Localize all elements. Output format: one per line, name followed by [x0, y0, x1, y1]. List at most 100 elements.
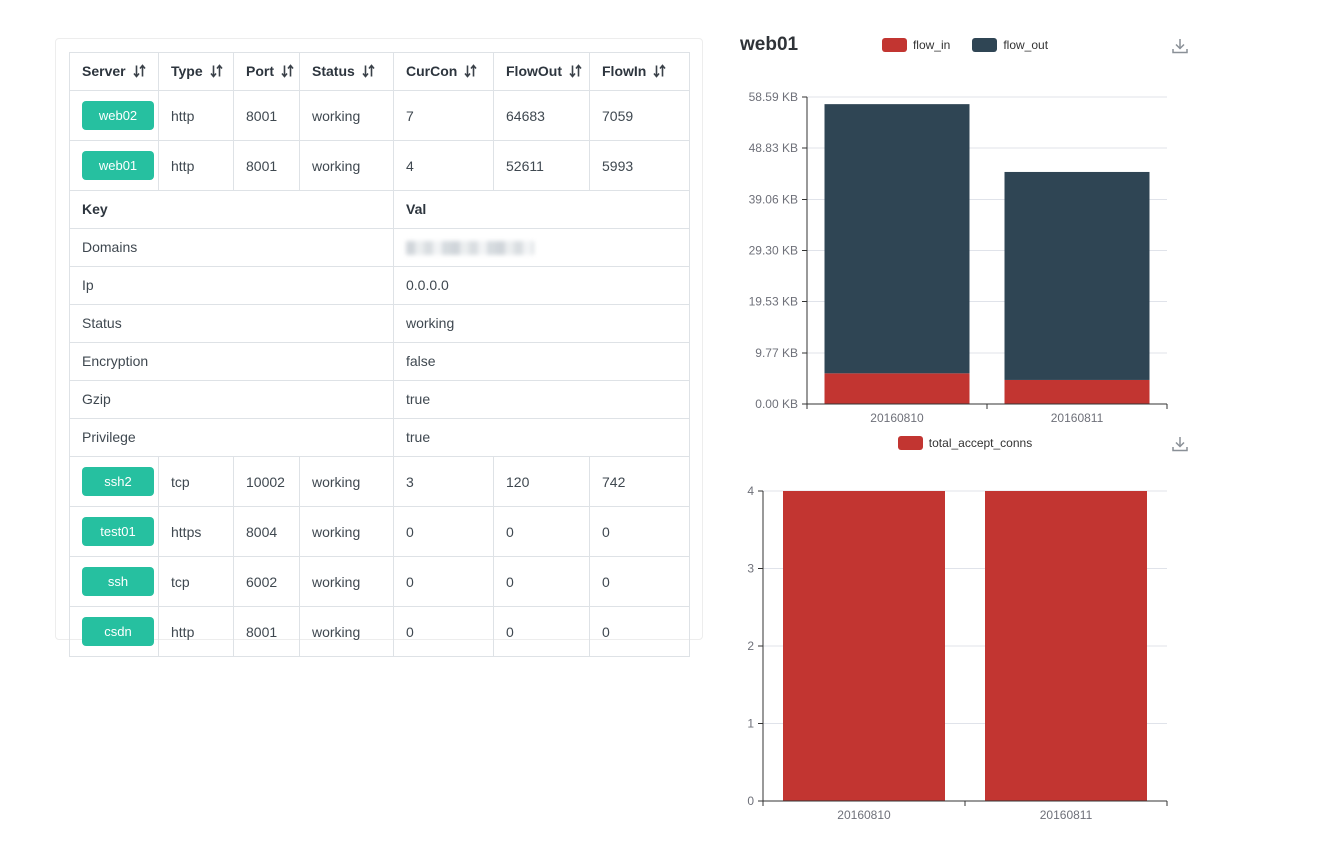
detail-row: Ip 0.0.0.0	[69, 266, 690, 305]
column-label: Type	[171, 63, 203, 79]
legend-item-flow-in[interactable]: flow_in	[881, 38, 951, 52]
column-header-flowout[interactable]: FlowOut	[493, 52, 590, 91]
save-as-image-button[interactable]	[1166, 34, 1194, 62]
status-cell: working	[299, 456, 394, 507]
y-tick-label: 9.77 KB	[755, 346, 798, 360]
detail-val: false	[393, 342, 690, 381]
x-tick-label: 20160810	[837, 808, 891, 822]
detail-header-row: Key Val	[69, 190, 690, 229]
table-row[interactable]: csdn http 8001 working 0 0 0	[69, 606, 690, 657]
status-cell: working	[299, 140, 394, 191]
table-row[interactable]: web01 http 8001 working 4 52611 5993	[69, 140, 690, 191]
detail-key: Status	[69, 304, 394, 343]
status-cell: working	[299, 556, 394, 607]
x-tick-label: 20160810	[870, 411, 924, 425]
sort-icon	[210, 64, 223, 78]
x-tick-label: 20160811	[1051, 411, 1104, 425]
type-cell: https	[158, 506, 234, 557]
type-cell: http	[158, 606, 234, 657]
sort-icon	[464, 64, 477, 78]
type-cell: tcp	[158, 556, 234, 607]
detail-row: Domains	[69, 228, 690, 267]
detail-key: Privilege	[69, 418, 394, 457]
column-header-port[interactable]: Port	[233, 52, 300, 91]
flowin-cell: 0	[589, 606, 690, 657]
detail-row: Privilege true	[69, 418, 690, 457]
server-badge[interactable]: test01	[82, 517, 154, 546]
column-header-status[interactable]: Status	[299, 52, 394, 91]
key-header: Key	[69, 190, 394, 229]
table-row[interactable]: web02 http 8001 working 7 64683 7059	[69, 90, 690, 141]
curcon-cell: 4	[393, 140, 494, 191]
x-tick-label: 20160811	[1040, 808, 1093, 822]
detail-key: Encryption	[69, 342, 394, 381]
flowin-cell: 0	[589, 506, 690, 557]
y-tick-label: 19.53 KB	[749, 295, 798, 309]
bar-total_accept_conns-20160811[interactable]	[985, 491, 1147, 801]
y-tick-label: 0	[747, 794, 754, 808]
legend-label: flow_in	[912, 38, 951, 52]
save-as-image-button[interactable]	[1166, 432, 1194, 460]
server-badge[interactable]: ssh2	[82, 467, 154, 496]
download-icon	[1172, 436, 1188, 451]
legend-item-total-accept-conns[interactable]: total_accept_conns	[897, 436, 1032, 450]
sort-icon	[281, 64, 294, 78]
column-label: Status	[312, 63, 355, 79]
status-cell: working	[299, 606, 394, 657]
bar-flow_in-20160811[interactable]	[1004, 379, 1150, 404]
server-cell: web01	[69, 140, 159, 191]
port-cell: 8001	[233, 606, 300, 657]
flowout-cell: 0	[493, 606, 590, 657]
curcon-cell: 7	[393, 90, 494, 141]
conns-chart-canvas: 0 1 2 3 4 20160810 20160811	[747, 484, 1168, 822]
column-header-type[interactable]: Type	[158, 52, 234, 91]
type-cell: http	[158, 140, 234, 191]
table-row[interactable]: ssh2 tcp 10002 working 3 120 742	[69, 456, 690, 507]
sort-icon	[132, 64, 146, 78]
detail-val: true	[393, 380, 690, 419]
server-badge[interactable]: web01	[82, 151, 154, 180]
table-row[interactable]: test01 https 8004 working 0 0 0	[69, 506, 690, 557]
column-label: CurCon	[406, 63, 458, 79]
flowout-cell: 64683	[493, 90, 590, 141]
bar-flow_out-20160810[interactable]	[824, 104, 970, 374]
conns-chart-legend: total_accept_conns	[730, 436, 1200, 450]
type-cell: http	[158, 90, 234, 141]
y-tick-label: 39.06 KB	[749, 192, 798, 206]
y-tick-label: 48.83 KB	[749, 141, 798, 155]
flow-chart-legend: flow_in flow_out	[730, 38, 1200, 52]
column-header-curcon[interactable]: CurCon	[393, 52, 494, 91]
column-header-server[interactable]: Server	[69, 52, 159, 91]
port-cell: 10002	[233, 456, 300, 507]
flowin-cell: 742	[589, 456, 690, 507]
curcon-cell: 0	[393, 556, 494, 607]
detail-row: Encryption false	[69, 342, 690, 381]
server-badge[interactable]: csdn	[82, 617, 154, 646]
port-cell: 8001	[233, 140, 300, 191]
server-cell: ssh2	[69, 456, 159, 507]
flow-chart-canvas: 0.00 KB 9.77 KB 19.53 KB 29.30 KB 39.06 KB 48…	[749, 90, 1168, 425]
server-badge[interactable]: web02	[82, 101, 154, 130]
y-tick-label: 2	[747, 639, 754, 653]
server-cell: test01	[69, 506, 159, 557]
status-cell: working	[299, 90, 394, 141]
detail-val	[393, 228, 690, 267]
legend-item-flow-out[interactable]: flow_out	[972, 38, 1048, 52]
y-tick-label: 29.30 KB	[749, 244, 798, 258]
legend-label: flow_out	[1003, 38, 1049, 52]
server-table: Server Type Port Status CurCon FlowOut F…	[69, 52, 690, 657]
flowin-cell: 7059	[589, 90, 690, 141]
legend-swatch	[881, 38, 907, 52]
flowout-cell: 0	[493, 556, 590, 607]
curcon-cell: 3	[393, 456, 494, 507]
status-cell: working	[299, 506, 394, 557]
port-cell: 8004	[233, 506, 300, 557]
bar-flow_out-20160811[interactable]	[1004, 171, 1150, 380]
flowout-cell: 0	[493, 506, 590, 557]
download-icon	[1172, 38, 1188, 53]
column-header-flowin[interactable]: FlowIn	[589, 52, 690, 91]
table-row[interactable]: ssh tcp 6002 working 0 0 0	[69, 556, 690, 607]
bar-flow_in-20160810[interactable]	[824, 373, 970, 404]
bar-total_accept_conns-20160810[interactable]	[783, 491, 945, 801]
server-badge[interactable]: ssh	[82, 567, 154, 596]
